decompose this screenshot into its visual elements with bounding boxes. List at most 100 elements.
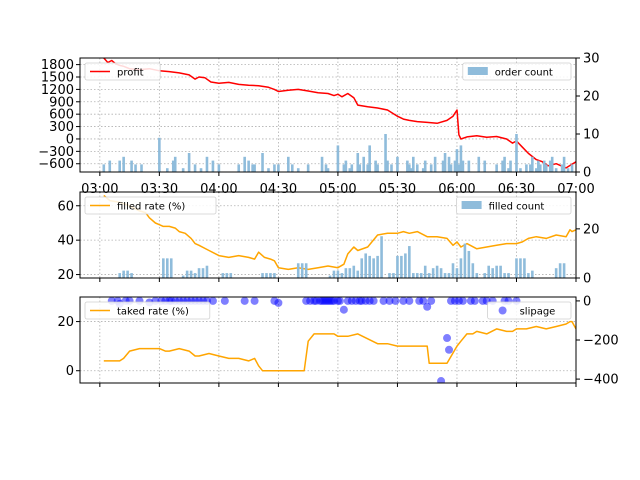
order-count-bar (199, 168, 203, 172)
order-count-bar (165, 168, 169, 172)
x-tick-label: 06:00 (438, 182, 475, 197)
x-tick-label: 03:00 (81, 182, 118, 197)
order-count-bar (336, 145, 340, 172)
legend-box (84, 62, 161, 81)
bottom-y-tick-label: 20 (57, 315, 74, 330)
filled-count-bar (360, 258, 364, 278)
order-count-bar (108, 160, 112, 172)
x-tick-label: 06:30 (498, 182, 535, 197)
slipage-point (335, 297, 344, 305)
filled-count-bar (507, 273, 510, 278)
top-y-tick-label: 900 (49, 95, 74, 110)
filled-count-bar (439, 268, 443, 278)
order-count-bar (483, 160, 487, 172)
slipage-point (437, 377, 446, 383)
filled-count-bar (451, 263, 455, 278)
top-y2-tick-label: 0 (583, 166, 591, 181)
filled-count-bar (368, 255, 371, 278)
order-count-bar (412, 156, 415, 172)
order-count-bar (171, 160, 175, 172)
order-count-bar (509, 160, 512, 172)
order-count-bar (461, 160, 465, 172)
filled-count-bar (225, 273, 229, 278)
filled-count-bar (427, 273, 431, 278)
order-count-bar (344, 160, 348, 172)
slipage-point (445, 345, 454, 354)
order-count-bar (287, 156, 290, 172)
order-count-bar (324, 164, 328, 172)
order-count-bar (368, 145, 371, 172)
panel-bottom: 0 20 −400 −200 0 taked rate (%) slipage (57, 294, 618, 387)
legend-label: filled rate (%) (117, 202, 185, 213)
slipage-point (399, 297, 408, 305)
top-y-tick-label: −600 (38, 157, 74, 172)
top-y2-tick-label: 20 (583, 90, 600, 105)
order-count-bar (441, 160, 445, 172)
filled-count-bar (523, 258, 526, 278)
filled-count-bar (300, 263, 304, 278)
taked-rate-line (103, 320, 576, 372)
order-count-bar (423, 160, 427, 172)
order-count-bar (503, 156, 506, 172)
filled-count-bar (205, 265, 209, 278)
filled-count-bar (352, 265, 356, 278)
filled-count-bar (459, 258, 463, 278)
legend-bar-swatch (467, 67, 488, 75)
order-count-bar (134, 164, 137, 172)
x-tick-label: 03:30 (141, 182, 178, 197)
legend-box (462, 62, 572, 81)
order-count-bar (406, 160, 409, 172)
middle-plot-area (103, 194, 576, 278)
filled-count-bar (201, 268, 205, 278)
middle-y-tick-label: 40 (57, 234, 74, 249)
slipage-point (240, 297, 249, 305)
order-count-bar (306, 164, 310, 172)
filled-count-bar (431, 268, 435, 278)
middle-axes-frame (79, 191, 577, 279)
filled-count-bar (162, 258, 165, 278)
order-count-bar (449, 164, 453, 172)
filled-count-bar (531, 270, 534, 278)
filled-count-bar (515, 258, 518, 278)
middle-y-tick-label: 20 (57, 268, 74, 283)
order-count-bar (477, 156, 481, 172)
panel-middle: 20 40 60 0 20 filled rate (%) filled count (57, 191, 600, 287)
order-count-bar (356, 153, 360, 172)
legend-filled-rate: filled rate (%) (84, 196, 217, 215)
filled-count-bar (443, 273, 447, 278)
legend-label: slipage (520, 307, 556, 318)
order-count-bar (507, 168, 510, 172)
slipage-point (274, 298, 283, 307)
top-axes-frame (79, 57, 577, 173)
order-count-bar (560, 164, 564, 172)
filled-count-bar (380, 236, 383, 278)
top-plot-area (102, 58, 576, 172)
order-count-bar (525, 164, 528, 172)
order-count-bar (542, 160, 546, 172)
order-count-bar (217, 164, 221, 172)
bottom-y-tick-label: 0 (66, 364, 74, 379)
order-count-bar (350, 164, 354, 172)
order-count-bar (457, 164, 461, 172)
filled-count-bar (348, 268, 352, 278)
slipage-point (423, 302, 432, 311)
filled-count-bar (221, 273, 225, 278)
order-count-bar (501, 160, 504, 172)
order-count-bar (205, 156, 209, 172)
filled-count-bar (118, 273, 121, 278)
order-count-bar (443, 153, 447, 172)
filled-count-bar (197, 268, 201, 278)
legend-label: order count (495, 68, 553, 79)
order-count-bar (320, 156, 324, 172)
order-count-bar (253, 164, 256, 172)
filled-count-bar (558, 263, 562, 278)
middle-y2-tick-label: 0 (583, 272, 591, 287)
filled-count-bar (519, 258, 522, 278)
legend-point-swatch (498, 306, 507, 315)
order-count-bar (158, 137, 161, 172)
order-count-bar (348, 168, 352, 172)
slipage-point (405, 297, 414, 305)
order-count-bar (173, 156, 177, 172)
filled-count-bar (419, 273, 423, 278)
